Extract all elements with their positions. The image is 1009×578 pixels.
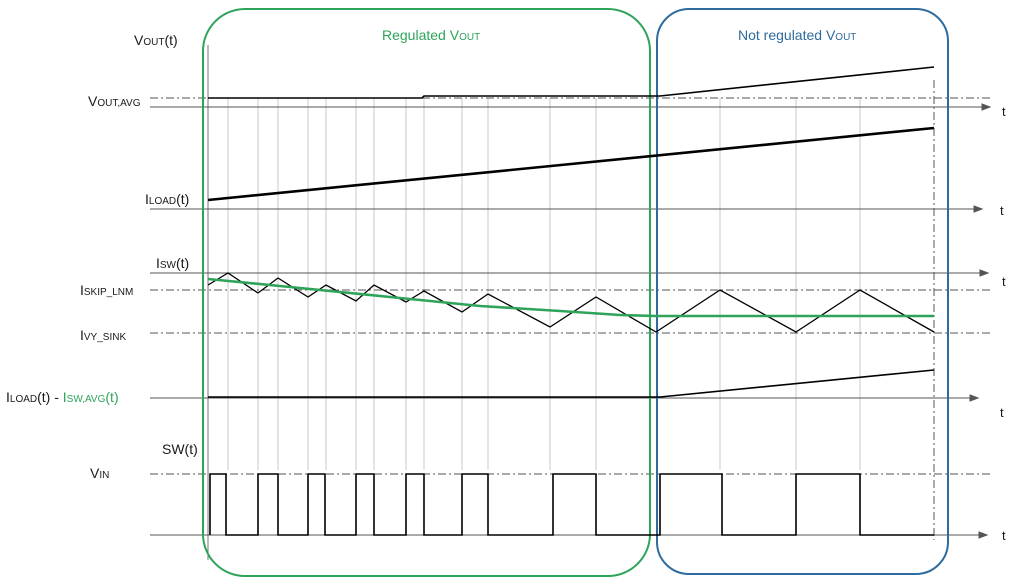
label-difference: ILOAD(t) - ISW,AVG(t) bbox=[6, 389, 119, 405]
axis-t-isw: t bbox=[1002, 274, 1006, 289]
axis-t-sw: t bbox=[1002, 528, 1006, 543]
time-axes bbox=[150, 103, 992, 539]
vout-waveform bbox=[208, 66, 935, 99]
iload-waveform bbox=[207, 126, 935, 202]
regulated-region-box bbox=[202, 8, 651, 577]
axis-t-iload: t bbox=[1000, 203, 1004, 218]
label-vin: VIN bbox=[90, 465, 109, 481]
isw-waveform bbox=[207, 272, 935, 333]
regulated-title: Regulated VOUT bbox=[382, 27, 480, 43]
label-iload-t: ILOAD(t) bbox=[145, 191, 189, 207]
axis-t-vout: t bbox=[1002, 104, 1006, 119]
label-vout-avg: VOUT,AVG bbox=[88, 93, 141, 109]
not-regulated-region-box bbox=[656, 8, 949, 575]
label-iskip-lnm: ISKIP_LNM bbox=[80, 282, 133, 298]
label-ivy-sink: IVY_SINK bbox=[80, 327, 126, 343]
label-vout-t: VOUT(t) bbox=[134, 32, 178, 48]
label-isw-t: ISW(t) bbox=[156, 255, 189, 271]
sw-waveform bbox=[209, 473, 934, 536]
difference-waveform bbox=[208, 369, 935, 398]
not-regulated-title: Not regulated VOUT bbox=[738, 27, 856, 43]
event-gridlines bbox=[227, 98, 861, 470]
label-sw-t: SW(t) bbox=[162, 441, 198, 457]
isw-average-curve bbox=[207, 277, 934, 318]
axis-t-difference: t bbox=[1000, 405, 1004, 420]
